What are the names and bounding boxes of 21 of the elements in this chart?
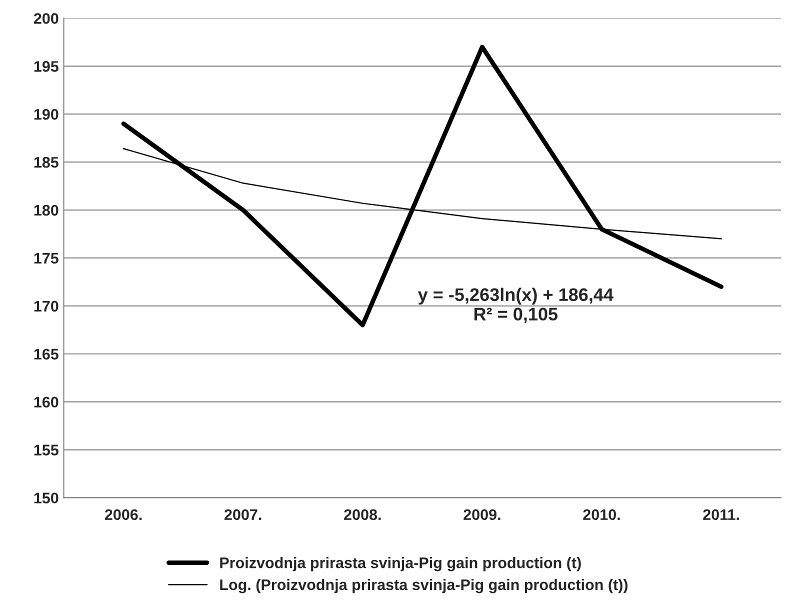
line-series — [121, 44, 724, 328]
y-tick-label: 170 — [34, 300, 58, 312]
y-tick-label: 200 — [34, 13, 58, 24]
x-tick-label: 2009. — [464, 509, 500, 520]
y-tick-label: 165 — [34, 348, 58, 360]
x-tick-label: 2010. — [583, 509, 620, 520]
y-tick-label: 195 — [34, 61, 58, 72]
x-tick-label: 2011. — [703, 509, 739, 520]
x-tick-label: 2006. — [104, 509, 142, 520]
y-tick-label: 175 — [34, 253, 58, 264]
annotation: y = -5,263ln(x) + 186,44 R² = 0,105 — [418, 288, 614, 324]
y-tick-label: 150 — [34, 492, 58, 504]
legend-label: Proizvodnja prirasta svinja-Pig gain production (t) — [220, 556, 581, 572]
y-tick-label: 160 — [34, 396, 58, 408]
x-tick-label: 2007. — [224, 509, 262, 520]
y-tick-label: 180 — [34, 204, 58, 216]
y-tick-label: 190 — [34, 108, 58, 120]
y-tick-label: 185 — [34, 156, 58, 168]
legend-label: Log. (Proizvodnja prirasta svinja-Pig gain production (t)) — [220, 578, 628, 594]
x-tick-label: 2008. — [344, 509, 381, 520]
y-tick-label: 155 — [34, 444, 58, 456]
